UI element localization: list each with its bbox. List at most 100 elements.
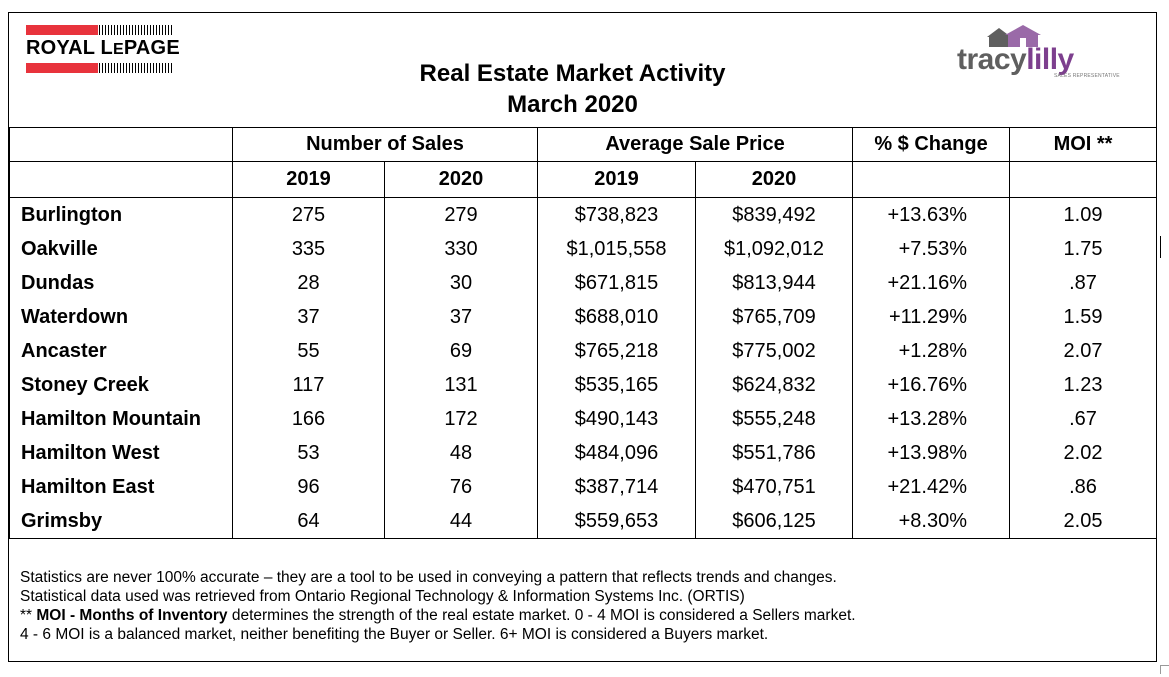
sales-2020-cell: 44	[383, 504, 539, 539]
price-2020-cell: $775,002	[695, 334, 854, 368]
footnotes: Statistics are never 100% accurate – the…	[20, 568, 1150, 644]
sales-representative-tag: SALES REPRESENTATIVE	[1054, 73, 1120, 79]
price-2019-cell: $484,096	[537, 436, 697, 470]
change-cell: +13.98%	[852, 436, 1011, 470]
table-row: Oakville 335 330 $1,015,558 $1,092,012 +7.53%…	[9, 232, 1158, 266]
number-of-sales-header: Number of Sales	[231, 127, 539, 162]
price-2019-cell: $738,823	[537, 197, 697, 232]
price-2020-cell: $606,125	[695, 504, 854, 539]
sales-2020-header: 2020	[383, 161, 539, 198]
price-2020-cell: $551,786	[695, 436, 854, 470]
price-2019-header: 2019	[537, 161, 697, 198]
change-cell: +13.28%	[852, 402, 1011, 436]
area-header-cell	[9, 127, 233, 162]
sales-2020-cell: 76	[383, 470, 539, 504]
price-2019-cell: $490,143	[537, 402, 697, 436]
table-row: Waterdown 37 37 $688,010 $765,709 +11.29% 1.59	[9, 300, 1158, 334]
area-cell: Ancaster	[9, 334, 233, 368]
moi-cell: 2.02	[1009, 436, 1158, 470]
price-2019-cell: $688,010	[537, 300, 697, 334]
royal-lepage-wordmark: ROYAL LEPAGE	[26, 37, 180, 59]
sales-2019-cell: 55	[232, 334, 385, 368]
change-cell: +7.53%	[852, 232, 1011, 266]
sales-2019-cell: 64	[232, 504, 385, 539]
footnote-accuracy: Statistics are never 100% accurate – the…	[20, 569, 837, 586]
price-2019-cell: $1,015,558	[537, 232, 697, 266]
price-2019-cell: $535,165	[537, 368, 697, 402]
houses-icon	[987, 25, 1041, 47]
table-row: Stoney Creek 117 131 $535,165 $624,832 +16.76…	[9, 368, 1158, 402]
change-cell: +16.76%	[852, 368, 1011, 402]
sales-2020-cell: 30	[383, 266, 539, 300]
change-cell: +13.63%	[852, 197, 1011, 232]
price-2020-cell: $624,832	[695, 368, 854, 402]
sales-2020-cell: 172	[383, 402, 539, 436]
market-activity-table: Number of Sales Average Sale Price % $ C…	[9, 127, 1158, 539]
moi-cell: 2.05	[1009, 504, 1158, 539]
moi-cell: 1.23	[1009, 368, 1158, 402]
sales-2019-cell: 275	[232, 197, 385, 232]
table-group-header-row: Number of Sales Average Sale Price % $ C…	[9, 127, 1158, 162]
logo-red-bar-top	[26, 25, 174, 35]
area-cell: Hamilton East	[9, 470, 233, 504]
area-cell: Waterdown	[9, 300, 233, 334]
moi-cell: .67	[1009, 402, 1158, 436]
change-cell: +1.28%	[852, 334, 1011, 368]
table-row: Burlington 275 279 $738,823 $839,492 +13.63% 1…	[9, 197, 1158, 232]
page-corner-mark	[1160, 665, 1169, 674]
report-frame: ROYAL LEPAGE Real Estate Market Activity…	[8, 12, 1158, 662]
average-sale-price-header: Average Sale Price	[537, 127, 854, 162]
table-row: Hamilton East 96 76 $387,714 $470,751 +21.42%…	[9, 470, 1158, 504]
area-cell: Dundas	[9, 266, 233, 300]
table-row: Hamilton West 53 48 $484,096 $551,786 +13.98%…	[9, 436, 1158, 470]
report-subtitle: March 2020	[507, 91, 638, 118]
sales-2020-cell: 279	[383, 197, 539, 232]
change-cell: +8.30%	[852, 504, 1011, 539]
moi-header: MOI **	[1009, 127, 1158, 162]
footnote-moi-definition: ** MOI - Months of Inventory determines …	[20, 607, 856, 624]
tracy-lilly-wordmark: tracylilly	[957, 43, 1074, 76]
sales-2019-cell: 166	[232, 402, 385, 436]
sales-2020-cell: 131	[383, 368, 539, 402]
price-2020-cell: $1,092,012	[695, 232, 854, 266]
price-2019-cell: $671,815	[537, 266, 697, 300]
sales-2019-cell: 117	[232, 368, 385, 402]
sales-2020-cell: 69	[383, 334, 539, 368]
price-2020-cell: $765,709	[695, 300, 854, 334]
price-2020-cell: $470,751	[695, 470, 854, 504]
table-year-header-row: 2019 2020 2019 2020	[9, 161, 1158, 198]
report-header: ROYAL LEPAGE Real Estate Market Activity…	[9, 13, 1156, 128]
moi-cell: 2.07	[1009, 334, 1158, 368]
sales-2019-cell: 335	[232, 232, 385, 266]
area-cell: Hamilton West	[9, 436, 233, 470]
table-row: Ancaster 55 69 $765,218 $775,002 +1.28% 2.07	[9, 334, 1158, 368]
moi-cell: .86	[1009, 470, 1158, 504]
sales-2019-cell: 37	[232, 300, 385, 334]
logo-red-bar-bottom	[26, 63, 174, 73]
footnote-source: Statistical data used was retrieved from…	[20, 588, 745, 605]
area-cell: Burlington	[9, 197, 233, 232]
percent-change-header: % $ Change	[852, 127, 1011, 162]
area-cell: Oakville	[9, 232, 233, 266]
price-2019-cell: $387,714	[537, 470, 697, 504]
change-cell: +11.29%	[852, 300, 1011, 334]
area-cell: Hamilton Mountain	[9, 402, 233, 436]
area-cell: Stoney Creek	[9, 368, 233, 402]
sales-2019-cell: 96	[232, 470, 385, 504]
moi-cell: 1.09	[1009, 197, 1158, 232]
change-cell: +21.42%	[852, 470, 1011, 504]
sales-2019-header: 2019	[232, 161, 385, 198]
tracy-lilly-logo: tracylilly SALES REPRESENTATIVE	[957, 25, 1135, 85]
sales-2019-cell: 53	[232, 436, 385, 470]
moi-cell: .87	[1009, 266, 1158, 300]
price-2020-header: 2020	[695, 161, 854, 198]
sales-2020-cell: 48	[383, 436, 539, 470]
price-2020-cell: $839,492	[695, 197, 854, 232]
text-cursor	[1160, 236, 1161, 258]
sales-2020-cell: 330	[383, 232, 539, 266]
price-2019-cell: $765,218	[537, 334, 697, 368]
footnote-moi-scale: 4 - 6 MOI is a balanced market, neither …	[20, 626, 769, 643]
table-row: Grimsby 64 44 $559,653 $606,125 +8.30% 2.05	[9, 504, 1158, 539]
sales-2019-cell: 28	[232, 266, 385, 300]
table-row: Dundas 28 30 $671,815 $813,944 +21.16% .87	[9, 266, 1158, 300]
